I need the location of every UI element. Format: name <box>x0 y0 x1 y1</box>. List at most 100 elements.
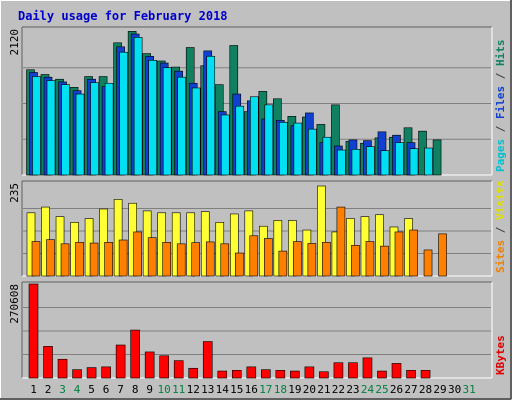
x-tick-label: 7 <box>117 383 124 396</box>
series-label: Pages <box>494 139 507 172</box>
series-label: / <box>494 66 507 86</box>
bar-kbytes-day-6 <box>101 366 111 379</box>
x-tick-label: 18 <box>274 383 287 396</box>
chart-title: Daily usage for February 2018 <box>18 9 228 23</box>
x-tick-label: 2 <box>45 383 52 396</box>
bar-pages-day-26 <box>395 142 404 176</box>
x-tick-label: 3 <box>59 383 66 396</box>
bar-sites-day-23 <box>351 245 360 277</box>
bar-pages-day-4 <box>75 93 85 176</box>
bar-sites-day-28 <box>423 249 433 277</box>
x-tick-label: 9 <box>146 383 153 396</box>
bar-pages-day-6 <box>104 82 114 176</box>
bar-visits-day-18 <box>273 220 283 277</box>
bar-sites-day-29 <box>438 233 447 277</box>
bar-kbytes-day-10 <box>159 355 169 379</box>
bar-sites-day-14 <box>220 243 230 277</box>
bar-pages-day-9 <box>148 60 157 176</box>
bar-sites-day-11 <box>176 243 186 277</box>
bar-sites-day-20 <box>307 243 317 277</box>
x-tick-label: 25 <box>375 383 388 396</box>
y-max-label-kbytes: 270608 <box>8 284 21 324</box>
bar-pages-day-7 <box>119 51 128 176</box>
bar-kbytes-day-28 <box>420 370 431 379</box>
series-label: / <box>494 119 507 139</box>
x-axis-day-labels: 1 2 3 4 5 6 7 8 9 10 11 12 13 14 15 16 17 18 19 20 21 22 23 24 2… <box>30 383 476 396</box>
bar-sites-day-18 <box>278 250 288 277</box>
series-labels-kbytes: KBytes <box>494 335 507 375</box>
x-tick-label: 28 <box>419 383 432 396</box>
bar-kbytes-day-19 <box>290 370 300 379</box>
x-tick-label: 13 <box>201 383 214 396</box>
bar-sites-day-24 <box>365 241 375 277</box>
bar-kbytes-day-7 <box>115 344 126 379</box>
bar-pages-day-11 <box>177 76 186 176</box>
panel-kbytes: 270608 KBytes <box>8 281 507 379</box>
x-tick-label: 6 <box>103 383 110 396</box>
bar-pages-day-2 <box>46 80 56 176</box>
bar-kbytes-day-2 <box>43 346 53 379</box>
series-labels-visits: Sites / Visits <box>494 180 507 273</box>
x-tick-label: 12 <box>187 383 200 396</box>
bar-sites-day-13 <box>205 241 215 277</box>
panel-hits: 2120 Pages / Files / Hits <box>8 26 507 176</box>
bar-pages-day-24 <box>366 146 375 176</box>
bar-sites-day-16 <box>249 235 259 277</box>
bar-sites-day-3 <box>60 243 70 277</box>
panel-visits: 235 Sites / Visits <box>8 180 507 277</box>
x-tick-label: 21 <box>317 383 330 396</box>
bar-pages-day-8 <box>133 37 143 176</box>
bar-sites-day-26 <box>394 231 404 277</box>
bar-kbytes-day-26 <box>391 363 402 379</box>
bar-sites-day-15 <box>234 252 244 277</box>
series-label: KBytes <box>494 335 507 375</box>
bar-sites-day-17 <box>264 238 273 277</box>
bar-pages-day-5 <box>90 82 99 176</box>
bar-visits-day-15 <box>229 213 239 277</box>
bar-sites-day-7 <box>118 239 128 277</box>
bar-pages-day-21 <box>322 136 332 176</box>
bar-kbytes-day-27 <box>406 370 416 379</box>
x-tick-label: 5 <box>88 383 95 396</box>
x-tick-label: 31 <box>462 383 475 396</box>
x-tick-label: 14 <box>216 383 230 396</box>
bar-kbytes-day-22 <box>333 362 344 379</box>
x-tick-label: 10 <box>158 383 171 396</box>
bar-visits-day-21 <box>317 185 326 277</box>
bar-kbytes-day-5 <box>86 367 97 379</box>
bar-sites-day-9 <box>147 237 157 277</box>
x-tick-label: 11 <box>172 383 185 396</box>
x-tick-label: 24 <box>361 383 375 396</box>
bar-kbytes-day-14 <box>217 370 228 379</box>
x-tick-label: 8 <box>132 383 139 396</box>
x-tick-label: 20 <box>303 383 316 396</box>
x-tick-label: 29 <box>433 383 446 396</box>
bar-kbytes-day-18 <box>275 370 286 379</box>
bar-kbytes-day-16 <box>246 366 257 379</box>
x-tick-label: 23 <box>346 383 359 396</box>
chart-panels: 2120 Pages / Files / Hits 235 Sites / Visit… <box>8 26 507 379</box>
x-tick-label: 4 <box>74 383 81 396</box>
bar-kbytes-day-24 <box>362 357 373 379</box>
bar-kbytes-day-21 <box>319 371 329 379</box>
bar-sites-day-27 <box>409 229 418 277</box>
x-tick-label: 22 <box>332 383 345 396</box>
series-label: Files <box>494 86 507 119</box>
bar-pages-day-23 <box>351 149 361 176</box>
bar-sites-day-22 <box>336 206 346 277</box>
series-label: Sites <box>494 240 507 273</box>
bar-kbytes-day-23 <box>348 362 358 379</box>
bar-sites-day-10 <box>162 241 171 277</box>
x-tick-label: 1 <box>30 383 37 396</box>
bar-pages-day-22 <box>337 149 346 176</box>
bar-sites-day-4 <box>75 241 84 277</box>
bar-visits-day-7 <box>113 199 123 277</box>
bar-pages-day-15 <box>235 105 245 176</box>
bar-pages-day-17 <box>264 104 274 176</box>
bar-kbytes-day-15 <box>231 370 242 379</box>
bar-kbytes-day-20 <box>304 366 315 379</box>
bar-kbytes-day-17 <box>261 369 271 379</box>
x-tick-label: 26 <box>390 383 403 396</box>
bar-kbytes-day-1 <box>28 283 39 379</box>
